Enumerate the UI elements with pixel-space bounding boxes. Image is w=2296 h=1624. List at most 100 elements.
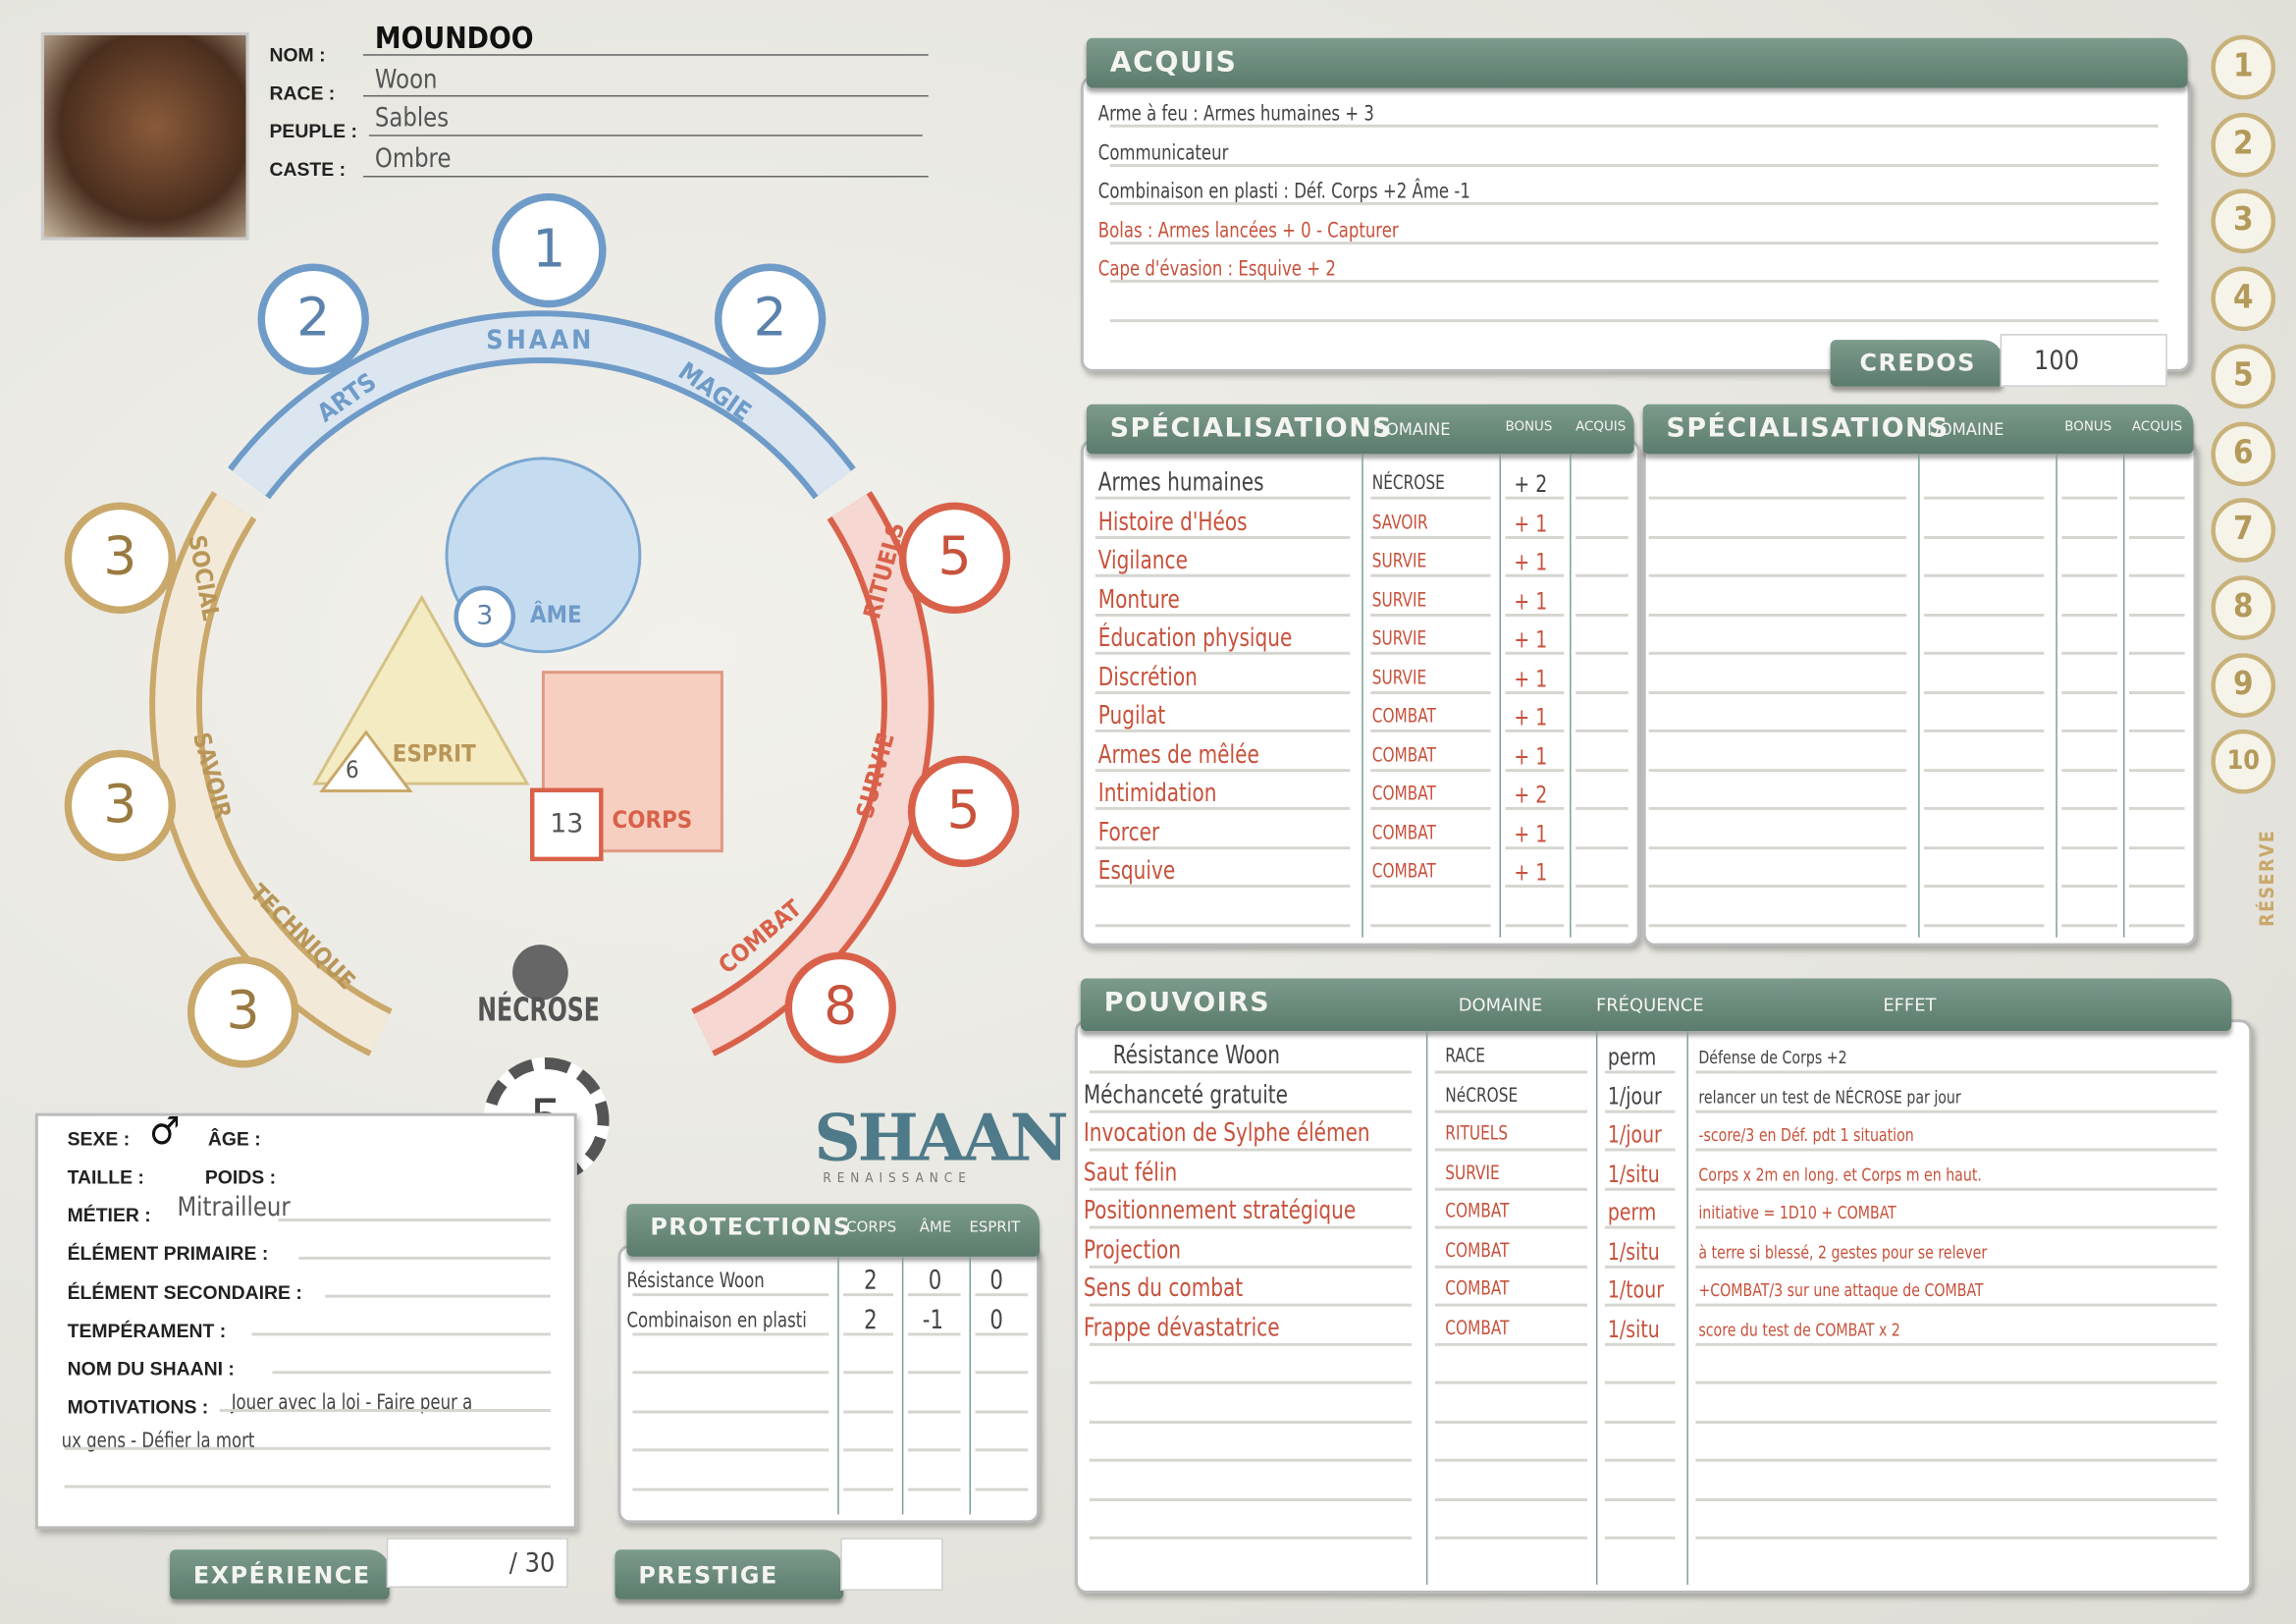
spec-name[interactable]: Esquive [1097, 856, 1176, 887]
spec-name[interactable]: Forcer [1097, 818, 1160, 847]
arts-score[interactable]: 2 [257, 263, 369, 375]
spec-domaine[interactable]: NÉCROSE [1371, 472, 1445, 496]
spec-domaine[interactable]: SURVIE [1371, 667, 1427, 689]
spec-name[interactable]: Armes de mêlée [1097, 740, 1259, 770]
pouvoir-domaine[interactable]: RACE [1445, 1046, 1485, 1068]
caste-value[interactable]: Ombre [374, 143, 452, 175]
spec-name[interactable]: Pugilat [1097, 701, 1166, 731]
pouvoir-frequence[interactable]: 1/tour [1607, 1275, 1664, 1304]
male-symbol-icon[interactable]: ♂ [149, 1110, 181, 1155]
pouvoir-frequence[interactable]: 1/jour [1607, 1120, 1662, 1149]
spec-name[interactable]: Intimidation [1097, 779, 1217, 809]
spec-bonus[interactable]: + 1 [1514, 664, 1548, 692]
spec-bonus[interactable]: + 1 [1514, 703, 1548, 731]
spec-domaine[interactable]: COMBAT [1371, 744, 1436, 767]
corps-score[interactable]: 13 [529, 787, 604, 862]
pouvoir-frequence[interactable]: 1/situ [1607, 1314, 1660, 1343]
acquis-item[interactable]: Arme à feu : Armes humaines + 3 [1097, 102, 1374, 127]
pouvoir-frequence[interactable]: 1/situ [1607, 1159, 1660, 1188]
pouvoir-effet[interactable]: à terre si blessé, 2 gestes pour se rele… [1698, 1241, 1988, 1263]
spec-bonus[interactable]: + 1 [1514, 586, 1548, 615]
spec-bonus[interactable]: + 1 [1514, 819, 1548, 847]
pouvoir-name[interactable]: Positionnement stratégique [1083, 1196, 1357, 1226]
pouvoir-effet[interactable]: Corps x 2m en long. et Corps m en haut. [1698, 1164, 1982, 1185]
protection-corps[interactable]: 2 [864, 1304, 878, 1335]
pouvoir-domaine[interactable]: NéCROSE [1445, 1084, 1519, 1107]
reserve-slot-8[interactable]: 8 [2211, 575, 2276, 640]
reserve-slot-4[interactable]: 4 [2211, 266, 2276, 332]
spec-bonus[interactable]: + 1 [1514, 624, 1548, 654]
pouvoir-frequence[interactable]: perm [1607, 1043, 1657, 1071]
pouvoir-frequence[interactable]: 1/situ [1607, 1236, 1660, 1266]
acquis-item[interactable]: Communicateur [1097, 140, 1229, 165]
nom-value[interactable]: MOUNDOO [374, 20, 534, 56]
spec-bonus[interactable]: + 1 [1514, 741, 1548, 770]
ame-score[interactable]: 3 [454, 585, 516, 648]
pouvoir-effet[interactable]: -score/3 en Déf. pdt 1 situation [1698, 1124, 1914, 1146]
spec-bonus[interactable]: + 1 [1514, 858, 1548, 887]
savoir-score[interactable]: 3 [64, 749, 177, 862]
spec-name[interactable]: Discrétion [1097, 662, 1198, 692]
spec-bonus[interactable]: + 1 [1514, 509, 1548, 537]
acquis-item[interactable]: Combinaison en plasti : Déf. Corps +2 Âm… [1097, 180, 1470, 204]
shaan-score[interactable]: 1 [492, 192, 607, 308]
pouvoir-frequence[interactable]: 1/jour [1607, 1081, 1662, 1110]
pouvoir-domaine[interactable]: SURVIE [1445, 1162, 1500, 1185]
spec-domaine[interactable]: COMBAT [1371, 705, 1436, 729]
prestige-input[interactable] [840, 1538, 943, 1591]
pouvoir-frequence[interactable]: perm [1607, 1198, 1657, 1226]
pouvoir-effet[interactable]: score du test de COMBAT x 2 [1698, 1319, 1900, 1340]
pouvoir-name[interactable]: Méchanceté gratuite [1083, 1080, 1289, 1110]
pouvoir-name[interactable]: Invocation de Sylphe élémen [1083, 1118, 1370, 1149]
pouvoir-domaine[interactable]: COMBAT [1445, 1201, 1510, 1223]
spec-domaine[interactable]: SAVOIR [1371, 512, 1428, 534]
pouvoir-effet[interactable]: initiative = 1D10 + COMBAT [1698, 1202, 1896, 1223]
reserve-slot-2[interactable]: 2 [2211, 112, 2276, 178]
protection-name[interactable]: Combinaison en plasti [626, 1308, 807, 1332]
reserve-slot-10[interactable]: 10 [2211, 730, 2276, 794]
esprit-score[interactable]: 6 [346, 755, 359, 785]
protection-esprit[interactable]: 0 [989, 1304, 1003, 1335]
reserve-slot-1[interactable]: 1 [2211, 34, 2276, 100]
technique-score[interactable]: 3 [187, 956, 299, 1068]
magie-score[interactable]: 2 [714, 263, 827, 375]
protection-corps[interactable]: 2 [864, 1265, 878, 1297]
protection-ame[interactable]: 0 [928, 1265, 942, 1297]
spec-name[interactable]: Éducation physique [1097, 623, 1293, 654]
protection-name[interactable]: Résistance Woon [626, 1270, 765, 1294]
metier-value[interactable]: Mitrailleur [177, 1192, 291, 1223]
protection-ame[interactable]: -1 [922, 1304, 943, 1335]
race-value[interactable]: Woon [374, 64, 438, 95]
pouvoir-domaine[interactable]: COMBAT [1445, 1239, 1510, 1263]
motivations-value-1[interactable]: Jouer avec la loi - Faire peur a [231, 1391, 473, 1415]
spec-bonus[interactable]: + 2 [1514, 781, 1548, 809]
peuple-value[interactable]: Sables [374, 102, 450, 134]
reserve-slot-9[interactable]: 9 [2211, 652, 2276, 718]
credos-input[interactable]: 100 [2000, 334, 2167, 387]
spec-name[interactable]: Vigilance [1097, 546, 1188, 576]
survie-score[interactable]: 5 [907, 755, 1020, 868]
pouvoir-domaine[interactable]: COMBAT [1445, 1278, 1510, 1301]
experience-input[interactable]: / 30 [386, 1538, 568, 1589]
spec-domaine[interactable]: COMBAT [1371, 861, 1436, 884]
pouvoir-effet[interactable]: Défense de Corps +2 [1698, 1047, 1847, 1068]
spec-domaine[interactable]: SURVIE [1371, 627, 1427, 651]
rituels-score[interactable]: 5 [898, 502, 1011, 615]
spec-domaine[interactable]: SURVIE [1371, 550, 1427, 573]
pouvoir-effet[interactable]: relancer un test de NÉCROSE par jour [1698, 1086, 1961, 1107]
spec-bonus[interactable]: + 2 [1514, 469, 1548, 499]
spec-domaine[interactable]: COMBAT [1371, 822, 1436, 844]
spec-name[interactable]: Armes humaines [1097, 468, 1264, 499]
reserve-slot-3[interactable]: 3 [2211, 189, 2276, 254]
pouvoir-name[interactable]: Résistance Woon [1112, 1041, 1280, 1071]
spec-name[interactable]: Histoire d'Héos [1097, 507, 1248, 537]
spec-domaine[interactable]: COMBAT [1371, 784, 1436, 806]
social-score[interactable]: 3 [64, 502, 177, 615]
spec-name[interactable]: Monture [1097, 584, 1180, 615]
spec-bonus[interactable]: + 1 [1514, 547, 1548, 576]
pouvoir-name[interactable]: Sens du combat [1083, 1273, 1244, 1304]
pouvoir-domaine[interactable]: COMBAT [1445, 1317, 1510, 1340]
combat-score[interactable]: 8 [784, 951, 896, 1063]
pouvoir-name[interactable]: Frappe dévastatrice [1083, 1313, 1280, 1343]
acquis-item[interactable]: Bolas : Armes lancées + 0 - Capturer [1097, 219, 1399, 243]
